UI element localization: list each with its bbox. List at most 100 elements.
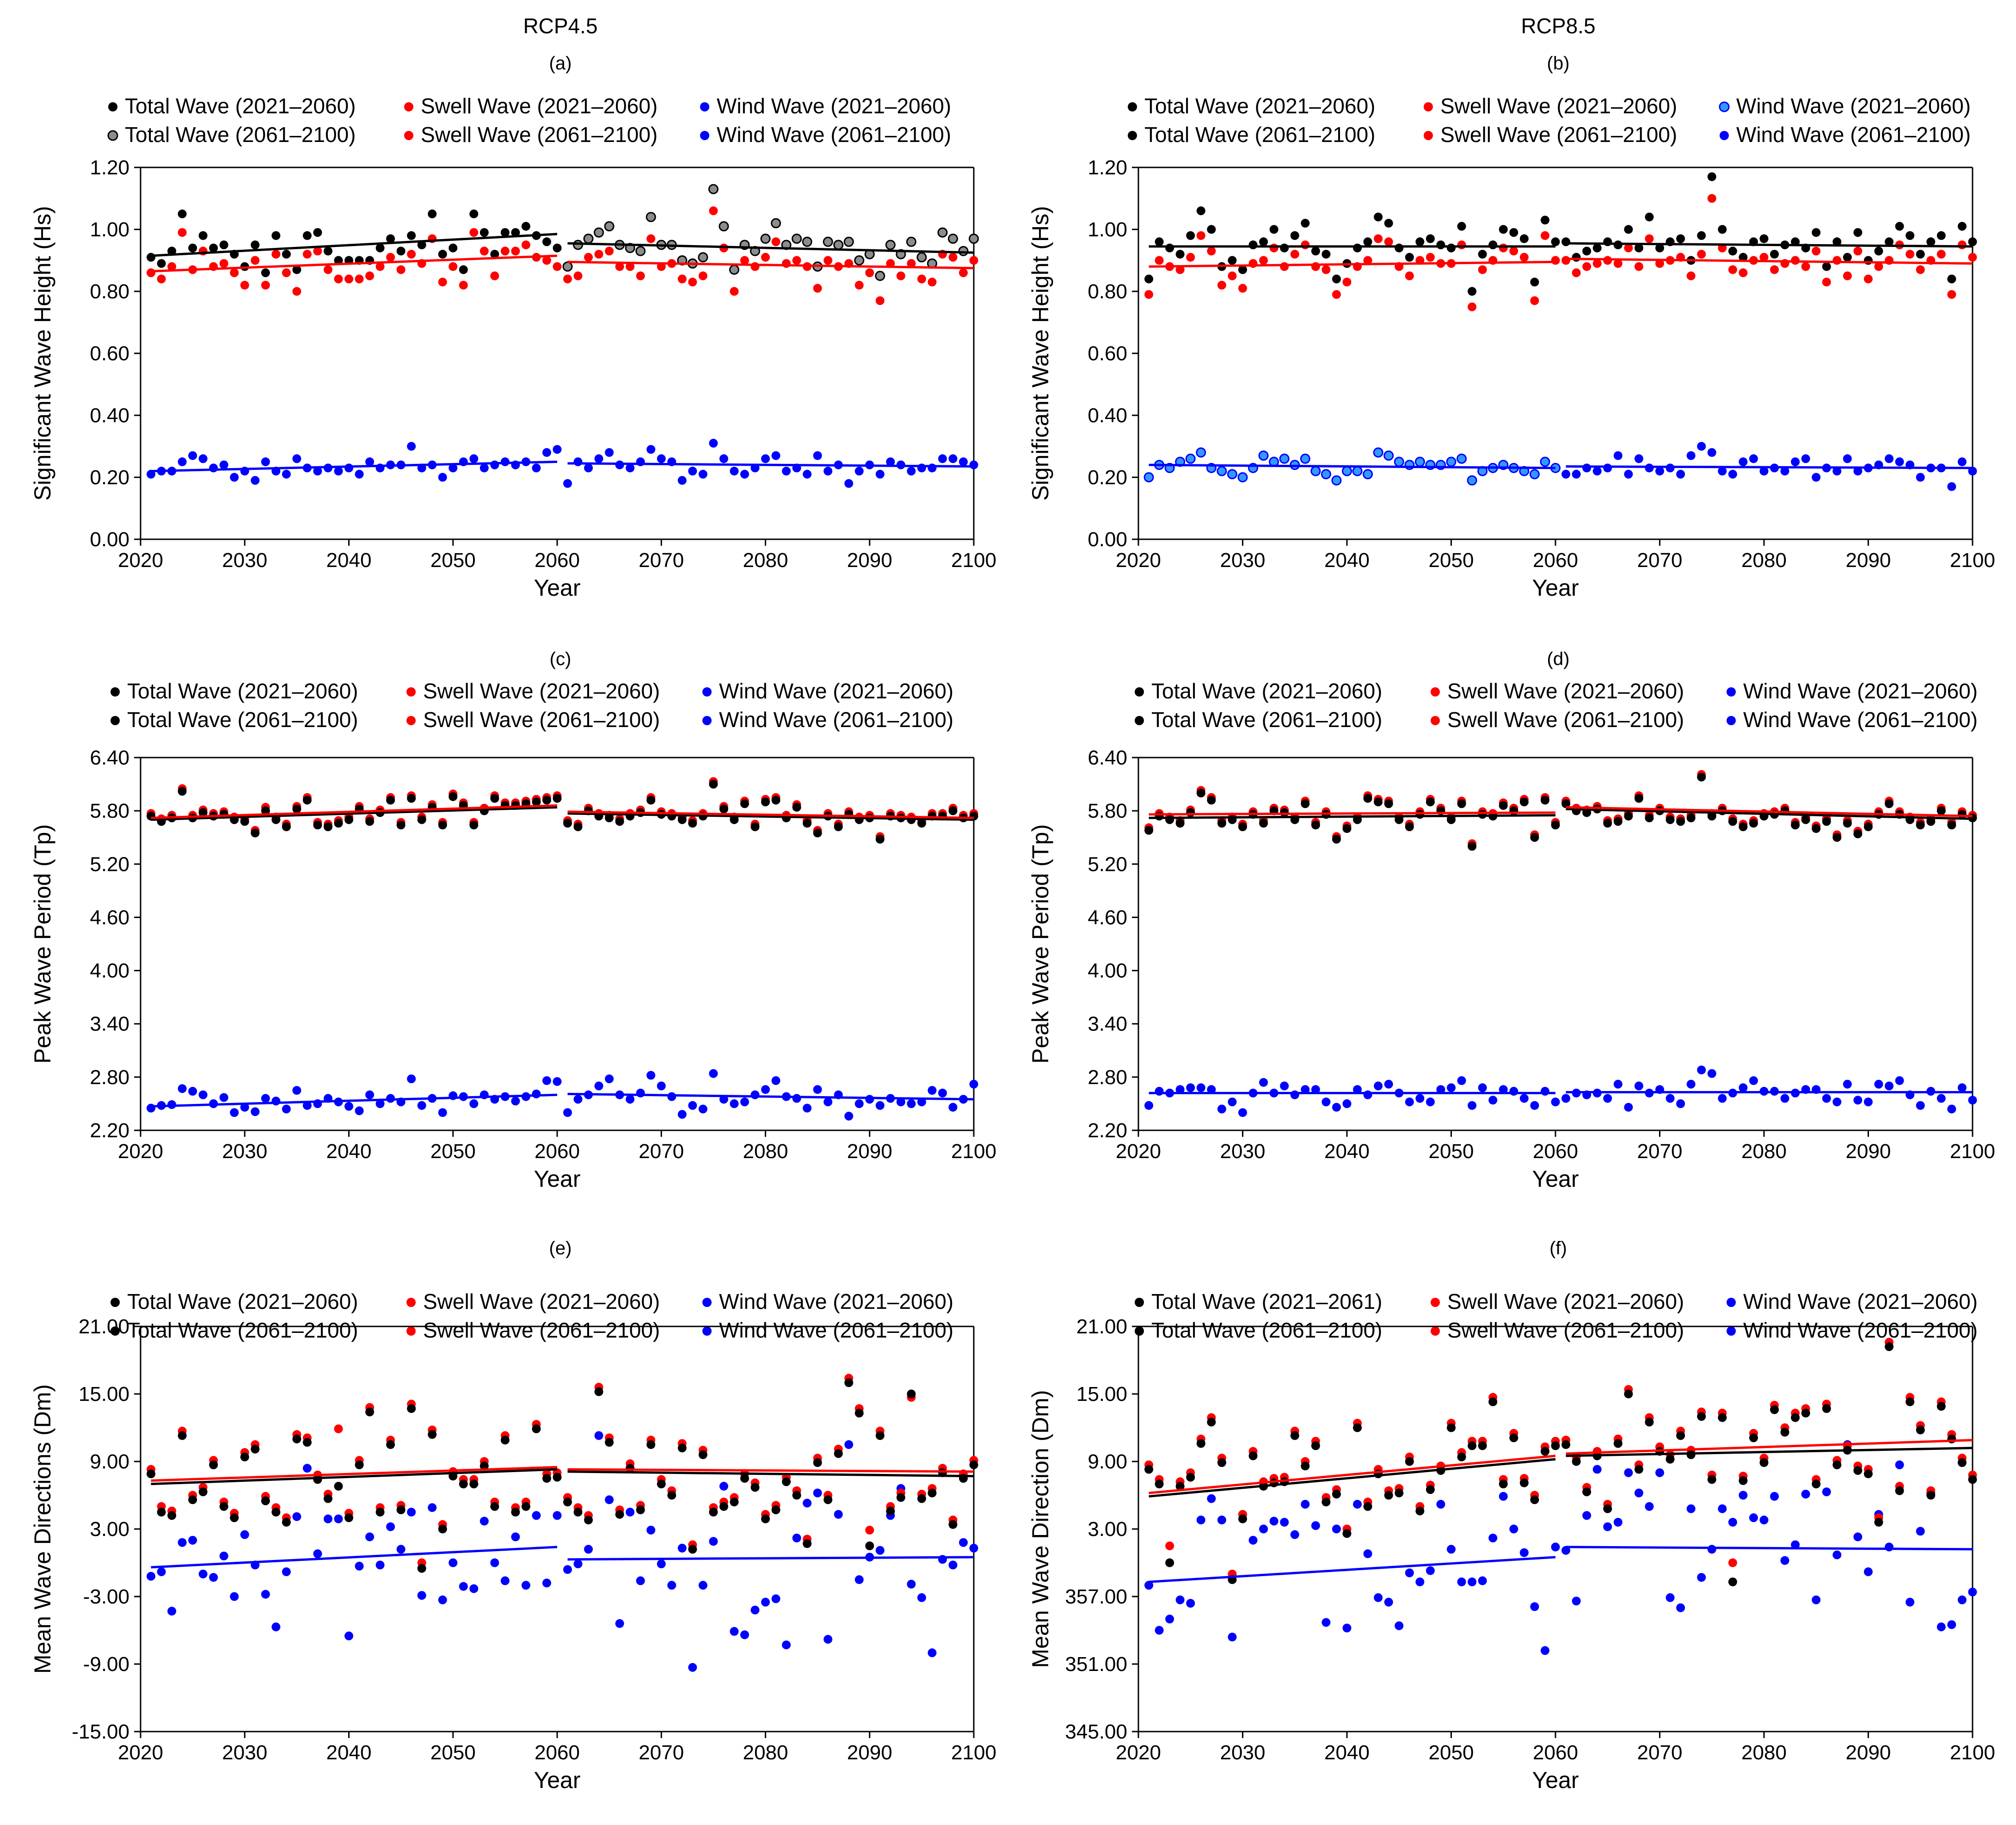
data-point-a-3-5 bbox=[615, 262, 624, 271]
data-point-b-5-20 bbox=[1770, 250, 1779, 259]
data-point-b-1-37 bbox=[1529, 469, 1540, 480]
data-point-c-1-28 bbox=[854, 1099, 864, 1108]
data-point-f-1-4 bbox=[1603, 1522, 1612, 1531]
panel-f: (f) Total Wave (2021–2061) Swell Wave (202… bbox=[1027, 1238, 1995, 1793]
data-point-f-5-18 bbox=[1749, 1433, 1758, 1443]
data-point-d-5-25 bbox=[1822, 817, 1831, 826]
data-point-a-3-17 bbox=[740, 256, 749, 265]
data-point-f-1-36 bbox=[1936, 1622, 1946, 1632]
data-point-f-0-21 bbox=[1363, 1549, 1372, 1559]
data-point-a-2-17 bbox=[323, 265, 332, 274]
data-point-e-1-35 bbox=[928, 1648, 937, 1658]
data-point-f-1-11 bbox=[1676, 1603, 1685, 1612]
data-point-b-0-14 bbox=[1707, 448, 1716, 457]
data-point-a-1-9 bbox=[657, 454, 666, 463]
data-point-a-1-0 bbox=[563, 479, 572, 488]
legend-marker-a-1-1 bbox=[404, 131, 413, 140]
trendline-f-5 bbox=[1566, 1546, 1973, 1551]
legend-marker-c-1-0 bbox=[111, 716, 120, 725]
data-point-e-0-0 bbox=[147, 1572, 156, 1581]
data-point-b-0-34 bbox=[1916, 473, 1925, 482]
data-point-b-1-24 bbox=[1394, 456, 1404, 467]
data-point-b-3-16 bbox=[1728, 265, 1737, 274]
data-point-a-2-29 bbox=[449, 262, 458, 271]
data-point-f-0-18 bbox=[1332, 1524, 1341, 1534]
data-point-b-1-0 bbox=[1143, 472, 1154, 482]
data-point-c-0-8 bbox=[230, 1108, 239, 1117]
data-point-f-1-26 bbox=[1832, 1550, 1842, 1560]
legend-label-d-0-1: Swell Wave (2021–2060) bbox=[1447, 679, 1684, 703]
data-point-d-0-16 bbox=[1311, 1085, 1320, 1094]
data-point-b-1-26 bbox=[1414, 456, 1425, 467]
data-point-f-5-25 bbox=[1822, 1404, 1831, 1413]
legend-marker-c-0-1 bbox=[406, 687, 416, 697]
panels-container: (a) Total Wave (2021–2060) Swell Wave (202… bbox=[30, 53, 1995, 1793]
data-point-d-1-4 bbox=[1603, 1094, 1612, 1103]
data-point-f-5-36 bbox=[1936, 1402, 1946, 1411]
data-point-a-3-22 bbox=[792, 256, 801, 265]
data-point-f-1-29 bbox=[1864, 1567, 1873, 1576]
data-point-a-3-19 bbox=[761, 253, 770, 262]
data-point-b-5-13 bbox=[1697, 231, 1706, 240]
series-d-3 bbox=[1561, 770, 1977, 839]
data-point-d-0-4 bbox=[1186, 1083, 1195, 1092]
data-point-a-5-25 bbox=[407, 231, 416, 240]
data-point-a-5-11 bbox=[261, 268, 270, 277]
data-point-a-3-32 bbox=[896, 271, 905, 280]
data-point-e-5-29 bbox=[865, 1541, 874, 1550]
x-tick-label-f-2: 2040 bbox=[1324, 1741, 1370, 1764]
data-point-c-0-3 bbox=[178, 1084, 187, 1093]
data-point-f-0-13 bbox=[1280, 1517, 1289, 1527]
data-point-e-4-7 bbox=[219, 1502, 228, 1511]
data-point-f-4-3 bbox=[1175, 1482, 1185, 1491]
data-point-b-3-26 bbox=[1832, 256, 1842, 265]
data-point-b-1-20 bbox=[1352, 466, 1363, 476]
data-point-f-4-33 bbox=[1488, 1397, 1498, 1406]
data-point-d-0-0 bbox=[1144, 1101, 1154, 1110]
trendline-a-3 bbox=[567, 242, 974, 254]
data-point-e-0-21 bbox=[365, 1532, 375, 1541]
data-point-b-1-19 bbox=[1342, 466, 1352, 476]
y-tick-label-a-1: 0.20 bbox=[90, 466, 129, 489]
x-tick-label-e-2: 2040 bbox=[326, 1741, 372, 1764]
data-point-a-2-9 bbox=[240, 281, 249, 290]
data-point-b-2-39 bbox=[1551, 256, 1560, 265]
data-point-b-5-37 bbox=[1947, 274, 1956, 284]
data-point-a-5-22 bbox=[375, 243, 385, 253]
data-point-a-3-28 bbox=[854, 281, 864, 290]
data-point-c-1-23 bbox=[803, 1104, 812, 1113]
data-point-b-4-35 bbox=[1509, 228, 1518, 237]
data-point-b-5-36 bbox=[1936, 231, 1946, 240]
data-point-e-0-9 bbox=[240, 1530, 249, 1539]
data-point-e-5-21 bbox=[782, 1477, 791, 1486]
data-point-e-5-31 bbox=[886, 1506, 895, 1516]
data-point-d-4-6 bbox=[1207, 795, 1216, 805]
x-tick-label-b-5: 2070 bbox=[1637, 549, 1683, 572]
data-point-d-5-18 bbox=[1749, 819, 1758, 828]
data-point-e-4-23 bbox=[386, 1440, 395, 1449]
data-point-f-1-20 bbox=[1770, 1492, 1779, 1501]
data-point-b-0-6 bbox=[1624, 469, 1633, 479]
data-point-c-5-37 bbox=[948, 806, 958, 815]
data-point-c-4-26 bbox=[417, 815, 426, 824]
data-point-a-1-30 bbox=[875, 469, 885, 479]
data-point-d-0-35 bbox=[1509, 1087, 1518, 1096]
data-point-d-4-3 bbox=[1175, 819, 1185, 828]
data-point-a-2-21 bbox=[365, 271, 375, 280]
x-tick-label-c-0: 2020 bbox=[118, 1140, 163, 1163]
data-point-d-1-28 bbox=[1853, 1096, 1862, 1105]
data-point-c-1-37 bbox=[948, 1103, 958, 1112]
data-point-b-4-21 bbox=[1363, 237, 1372, 247]
x-tick-label-c-5: 2070 bbox=[639, 1140, 684, 1163]
data-point-c-0-7 bbox=[219, 1093, 228, 1102]
data-point-f-5-31 bbox=[1885, 1342, 1894, 1351]
data-point-b-5-7 bbox=[1634, 243, 1643, 253]
data-point-f-0-36 bbox=[1519, 1548, 1529, 1557]
data-point-f-4-20 bbox=[1353, 1423, 1362, 1432]
data-point-f-5-32 bbox=[1895, 1486, 1904, 1495]
legend-marker-e-0-2 bbox=[702, 1298, 712, 1307]
data-point-a-1-2 bbox=[584, 463, 593, 473]
legend-label-e-1-2: Wind Wave (2061–2100) bbox=[719, 1318, 953, 1342]
data-point-f-1-33 bbox=[1905, 1597, 1915, 1607]
column-title-rcp85: RCP8.5 bbox=[1521, 14, 1595, 38]
